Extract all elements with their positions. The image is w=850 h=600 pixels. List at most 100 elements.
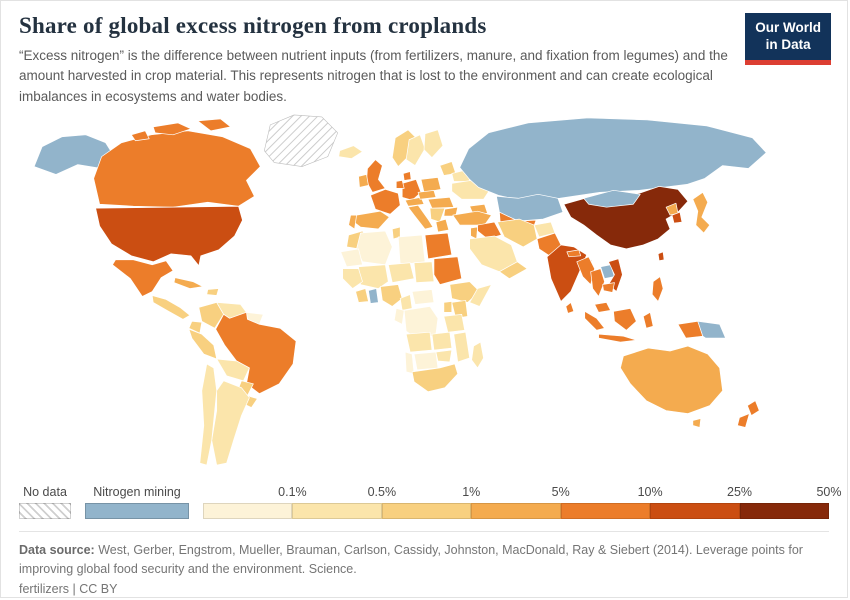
region-portugal[interactable] (348, 214, 357, 230)
region-niger[interactable] (387, 262, 415, 283)
region-algeria[interactable] (356, 230, 393, 265)
region-cuba[interactable] (173, 277, 204, 289)
region-mauritania[interactable] (340, 248, 363, 267)
region-zambia[interactable] (431, 331, 453, 351)
region-papua-new-guinea[interactable] (697, 320, 726, 339)
legend-bin[interactable]: 5% (471, 485, 570, 519)
region-new-zealand[interactable] (737, 412, 750, 428)
region-greenland[interactable] (264, 114, 339, 167)
region-somalia[interactable] (469, 283, 492, 307)
region-brazil[interactable] (215, 311, 297, 394)
region-mongolia[interactable] (583, 189, 641, 208)
region-new-zealand[interactable] (747, 400, 760, 416)
region-central-african-republic[interactable] (411, 288, 435, 305)
region-sudan[interactable] (433, 256, 463, 285)
region-russia[interactable] (459, 117, 767, 201)
region-indonesia-java[interactable] (598, 333, 637, 343)
region-argentina[interactable] (211, 380, 250, 466)
region-colombia[interactable] (198, 301, 224, 329)
region-italy[interactable] (407, 204, 434, 230)
region-ivory-coast[interactable] (355, 287, 369, 303)
legend-no-data-swatch[interactable] (19, 502, 71, 519)
region-tasmania[interactable] (692, 417, 702, 428)
region-chad[interactable] (413, 261, 435, 283)
region-germany[interactable] (401, 178, 422, 201)
region-uk[interactable] (366, 158, 386, 193)
region-philippines[interactable] (651, 276, 664, 302)
region-poland[interactable] (420, 176, 442, 193)
region-south-korea[interactable] (671, 211, 683, 224)
region-chile[interactable] (199, 363, 218, 466)
region-ireland[interactable] (358, 173, 369, 188)
region-peru[interactable] (188, 328, 218, 360)
owid-logo[interactable]: Our World in Data (745, 13, 831, 65)
legend-no-data: No data (19, 485, 71, 519)
fertilizers-link[interactable]: fertilizers (19, 582, 70, 597)
region-canada-arctic[interactable] (152, 122, 192, 135)
region-cambodia[interactable] (602, 282, 615, 293)
region-finland[interactable] (423, 129, 444, 158)
region-japan[interactable] (692, 191, 711, 234)
region-denmark[interactable] (402, 170, 412, 181)
region-central-america[interactable] (151, 294, 191, 320)
region-hungary-romania[interactable] (427, 196, 455, 209)
region-cameroon[interactable] (399, 293, 413, 311)
legend-bin[interactable]: 10% (560, 485, 663, 519)
region-taiwan[interactable] (657, 251, 665, 261)
region-hispaniola[interactable] (206, 287, 220, 296)
region-australia[interactable] (620, 345, 723, 414)
legend-bin[interactable]: 25% (650, 485, 752, 519)
legend-bin[interactable]: 0.1% (203, 485, 307, 519)
region-turkey[interactable] (452, 210, 492, 226)
data-source-line: Data source: West, Gerber, Engstrom, Mue… (19, 541, 829, 579)
footer-separator: | (72, 582, 76, 597)
license-link[interactable]: CC BY (79, 582, 118, 597)
region-namibia[interactable] (404, 351, 415, 374)
region-botswana[interactable] (413, 351, 439, 370)
region-yemen-oman[interactable] (499, 261, 528, 279)
legend-mining-swatch[interactable] (85, 502, 189, 519)
region-india[interactable] (546, 244, 588, 302)
region-switzerland-austria[interactable] (404, 196, 425, 207)
region-sweden[interactable] (405, 134, 426, 166)
region-mexico[interactable] (112, 259, 174, 297)
region-malaysia[interactable] (594, 301, 611, 313)
region-israel-jordan[interactable] (470, 226, 478, 240)
region-zimbabwe[interactable] (435, 349, 453, 363)
region-nigeria[interactable] (380, 283, 403, 307)
region-congo-gabon[interactable] (393, 307, 405, 325)
region-tanzania[interactable] (443, 313, 466, 333)
region-canada-arctic[interactable] (131, 130, 150, 141)
region-canada[interactable] (93, 130, 261, 208)
region-mozambique[interactable] (453, 331, 470, 363)
region-libya[interactable] (397, 234, 426, 265)
region-greece[interactable] (435, 218, 450, 233)
region-czech-slovakia[interactable] (417, 189, 437, 200)
region-ghana[interactable] (368, 287, 379, 304)
region-senegal-guinea[interactable] (342, 268, 363, 289)
region-egypt[interactable] (424, 232, 453, 259)
region-sri-lanka[interactable] (565, 301, 575, 314)
region-indonesia-sumatra[interactable] (584, 310, 605, 331)
legend-bin[interactable]: 1% (381, 485, 480, 519)
legend-bin[interactable]: 0.5% (292, 485, 396, 519)
region-angola[interactable] (405, 331, 433, 353)
legend-bin[interactable]: 50% (739, 485, 841, 519)
region-mali[interactable] (358, 264, 389, 289)
region-iceland[interactable] (338, 145, 363, 159)
region-indonesia-sulawesi[interactable] (642, 311, 654, 329)
region-spain[interactable] (352, 210, 390, 230)
region-canada-arctic[interactable] (197, 118, 231, 131)
region-south-africa[interactable] (411, 363, 459, 392)
region-benelux[interactable] (395, 179, 405, 189)
region-uganda[interactable] (443, 300, 453, 313)
region-usa[interactable] (95, 205, 243, 266)
region-indonesia-borneo[interactable] (613, 307, 637, 331)
region-france[interactable] (370, 188, 401, 215)
region-thailand[interactable] (590, 268, 605, 297)
region-nepal[interactable] (566, 249, 582, 257)
region-kenya[interactable] (451, 299, 469, 319)
region-madagascar[interactable] (471, 341, 484, 369)
world-map (1, 109, 850, 481)
region-bolivia[interactable] (216, 358, 250, 381)
